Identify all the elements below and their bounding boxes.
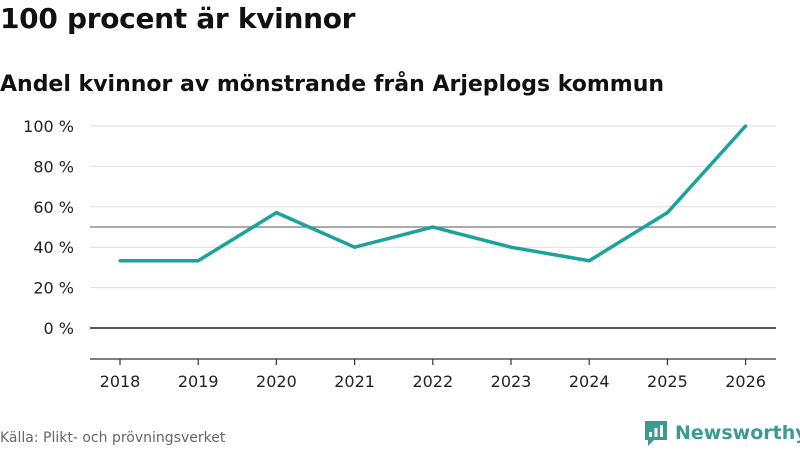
data-point: [509, 245, 513, 249]
data-point: [665, 211, 670, 215]
x-tick-label: 2018: [100, 372, 141, 391]
y-tick-label: 80 %: [33, 157, 74, 176]
y-tick-label: 20 %: [33, 279, 74, 298]
x-tick-label: 2026: [725, 372, 766, 391]
data-point: [431, 225, 435, 229]
y-tick-label: 100 %: [23, 117, 74, 136]
brand-logo: Newsworthy: [643, 419, 800, 447]
x-tick-label: 2024: [569, 372, 610, 391]
source-note: Källa: Plikt- och prövningsverket: [0, 430, 226, 446]
x-axis-labels: 2018 2019 2020 2021 2022 2023 2024 2025 2026: [100, 372, 766, 391]
data-point: [353, 245, 357, 249]
grid-lines: [90, 125, 776, 329]
newsworthy-logo-icon: [645, 421, 667, 446]
x-tick-label: 2020: [256, 372, 297, 391]
y-axis-labels: 0 % 20 % 40 % 60 % 80 % 100 %: [23, 117, 74, 338]
data-point: [744, 124, 748, 128]
chart-title: 100 procent är kvinnor: [0, 2, 356, 35]
series-line: [120, 124, 747, 263]
y-tick-label: 40 %: [33, 238, 74, 257]
data-point: [118, 259, 122, 263]
x-tick-label: 2025: [647, 372, 688, 391]
y-tick-label: 0 %: [44, 319, 74, 338]
brand-name: Newsworthy: [675, 422, 800, 444]
x-tick-label: 2021: [334, 372, 375, 391]
series-group: [118, 124, 748, 263]
y-tick-label: 60 %: [33, 198, 74, 217]
data-point: [587, 259, 591, 263]
x-axis: [90, 358, 776, 365]
data-point: [196, 259, 200, 263]
data-point: [274, 211, 278, 215]
chart-subtitle: Andel kvinnor av mönstrande från Arjeplo…: [0, 72, 665, 97]
x-tick-label: 2019: [178, 372, 219, 391]
x-tick-label: 2022: [412, 372, 453, 391]
x-tick-label: 2023: [491, 372, 532, 391]
